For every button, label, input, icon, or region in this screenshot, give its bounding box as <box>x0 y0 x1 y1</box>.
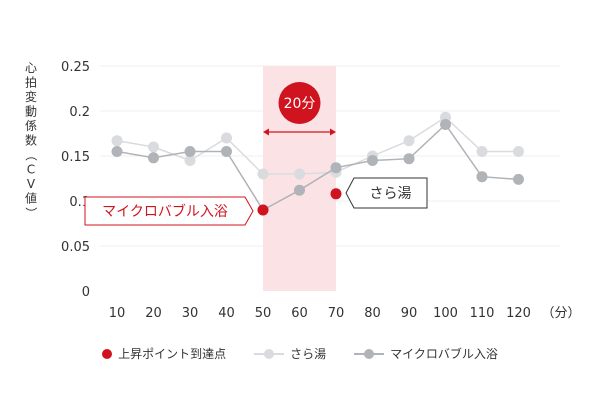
data-point-sarayu <box>221 132 232 144</box>
y-axis-title-char: V <box>27 177 36 191</box>
y-tick-label: 0.25 <box>61 60 90 75</box>
y-axis-tick-labels: 00.050.10.150.20.25 <box>61 60 90 300</box>
callouts: マイクロバブル入浴 さら湯 <box>84 177 428 226</box>
data-point-sarayu <box>111 135 123 147</box>
x-tick-label: 100 <box>433 306 458 321</box>
y-axis-title-char: C <box>27 163 35 177</box>
x-tick-label: 30 <box>182 306 199 321</box>
data-point-microbubble <box>148 152 159 164</box>
y-axis-title-char: 心 <box>25 61 37 75</box>
data-point-microbubble <box>367 155 378 166</box>
data-point-microbubble <box>111 146 123 157</box>
data-point-microbubble <box>330 162 342 174</box>
data-point-microbubble <box>221 146 232 157</box>
data-point-sarayu <box>476 146 488 157</box>
series-line-microbubble <box>116 123 519 211</box>
x-tick-label: 10 <box>109 306 126 321</box>
data-point-sarayu <box>184 155 196 166</box>
data-point-microbubble <box>440 119 451 130</box>
x-tick-label: 20 <box>145 306 162 321</box>
y-axis-title-char: 動 <box>25 105 37 119</box>
data-point-sarayu <box>294 168 305 180</box>
y-axis-title-char: 変 <box>25 89 37 104</box>
y-axis-title-char: 拍 <box>25 75 37 90</box>
x-tick-label: 60 <box>291 306 308 321</box>
arrow-head-left <box>263 128 269 136</box>
legend-item-microbubble: マイクロバブル入浴 <box>354 345 498 362</box>
x-tick-label: 120 <box>506 306 531 321</box>
callout-label-microbubble: マイクロバブル入浴 <box>102 203 228 220</box>
data-point-sarayu <box>403 135 415 147</box>
y-axis-title-char: ） <box>24 207 38 219</box>
data-point-microbubble <box>184 146 196 157</box>
data-point-sarayu <box>257 168 269 180</box>
legend-label: 上昇ポイント到達点 <box>118 347 227 361</box>
legend: 上昇ポイント到達点 さら湯 マイクロバブル入浴 <box>0 345 600 362</box>
y-tick-label: 0.2 <box>69 105 90 120</box>
y-tick-label: 0.15 <box>61 150 90 165</box>
x-tick-label: 80 <box>364 306 381 321</box>
duration-badge-label: 20分 <box>284 96 316 112</box>
series-layer <box>111 111 524 216</box>
data-point-microbubble <box>476 171 488 183</box>
callout-label-sarayu: さら湯 <box>370 185 412 202</box>
x-tick-label: 90 <box>401 306 418 321</box>
y-axis-title-char: 値 <box>25 191 37 206</box>
y-tick-label: 0.05 <box>61 240 90 255</box>
data-point-sarayu <box>148 141 159 153</box>
x-tick-label: 110 <box>470 306 495 321</box>
legend-item-point: 上昇ポイント到達点 <box>102 345 226 362</box>
arrow-head-right <box>330 128 336 136</box>
callout-box-sarayu <box>345 177 428 209</box>
legend-marker-line <box>354 348 385 360</box>
rise-point-marker <box>330 188 342 200</box>
y-axis-title-char: （ <box>24 149 38 161</box>
callout-box-microbubble <box>84 196 254 226</box>
x-tick-label: 50 <box>255 306 272 321</box>
data-point-sarayu <box>513 146 524 157</box>
y-tick-label: 0 <box>82 285 90 300</box>
series-line-sarayu <box>116 116 519 175</box>
duration-badge <box>278 82 321 124</box>
x-tick-label: 40 <box>218 306 235 321</box>
x-axis-unit: （分） <box>541 306 580 321</box>
x-tick-label: 70 <box>328 306 345 321</box>
y-axis-title-char: 数 <box>25 133 37 148</box>
y-axis-title-char: 係 <box>25 119 37 133</box>
legend-item-sarayu: さら湯 <box>254 345 326 362</box>
legend-marker-line <box>254 348 285 360</box>
data-point-microbubble <box>513 173 524 185</box>
rise-point-marker <box>257 204 269 216</box>
x-axis-tick-labels: 10 20 30 40 50 60 70 80 90 100 110 120 （分） <box>109 306 581 321</box>
legend-marker-point <box>102 348 113 360</box>
legend-label: さら湯 <box>290 347 327 361</box>
data-point-microbubble <box>403 153 415 165</box>
legend-label: マイクロバブル入浴 <box>390 347 498 361</box>
data-point-microbubble <box>294 184 305 196</box>
